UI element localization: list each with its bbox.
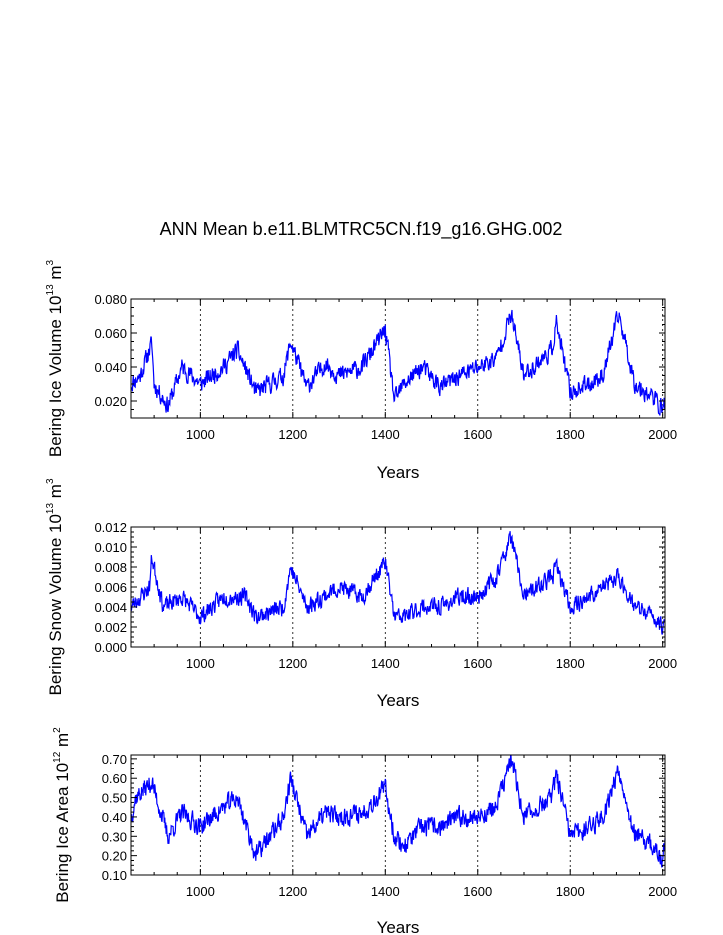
y-axis-label: Bering Snow Volume 1013 m3 bbox=[45, 478, 65, 695]
x-tick-label: 1400 bbox=[371, 427, 400, 442]
x-tick-label: 1800 bbox=[556, 427, 585, 442]
x-tick-label: 1000 bbox=[186, 427, 215, 442]
plot-frame bbox=[130, 754, 666, 876]
y-tick-label: 0.20 bbox=[102, 849, 127, 864]
panel-ice-area: 1000 1200 1400 1600 1800 2000 0.10 0.20 0.30 0.40… bbox=[52, 727, 677, 935]
x-tick-label: 1200 bbox=[278, 656, 307, 671]
x-tick-label: 1600 bbox=[463, 656, 492, 671]
x-tick-label: 2000 bbox=[648, 427, 677, 442]
x-tick-label: 1200 bbox=[278, 884, 307, 899]
x-tick-label: 1600 bbox=[463, 427, 492, 442]
x-tick-label: 1200 bbox=[278, 427, 307, 442]
y-axis-label: Bering Ice Area 1012 m2 bbox=[52, 727, 72, 903]
y-tick-label: 0.40 bbox=[102, 810, 127, 825]
y-tick-label: 0.10 bbox=[102, 868, 127, 883]
plot-frame bbox=[130, 526, 666, 648]
panel-snow-volume: 1000 1200 1400 1600 1800 2000 0.000 0.002 0.004 0… bbox=[45, 478, 677, 710]
y-tick-label: 0.50 bbox=[102, 791, 127, 806]
series-line-ice-volume bbox=[130, 309, 666, 416]
x-tick-label: 1400 bbox=[371, 656, 400, 671]
x-tick-label: 1800 bbox=[556, 656, 585, 671]
series-line-ice-area bbox=[130, 755, 666, 868]
figure-title: ANN Mean b.e11.BLMTRC5CN.f19_g16.GHG.002 bbox=[160, 219, 563, 240]
x-tick-label: 1600 bbox=[463, 884, 492, 899]
y-tick-label: 0.010 bbox=[94, 540, 127, 555]
y-tick-label: 0.008 bbox=[94, 560, 127, 575]
y-tick-label: 0.040 bbox=[94, 360, 127, 375]
y-tick-label: 0.60 bbox=[102, 771, 127, 786]
y-tick-label: 0.006 bbox=[94, 580, 127, 595]
x-tick-label: 2000 bbox=[648, 656, 677, 671]
x-tick-label: 2000 bbox=[648, 884, 677, 899]
x-tick-label: 1000 bbox=[186, 656, 215, 671]
y-tick-label: 0.004 bbox=[94, 600, 127, 615]
y-tick-label: 0.30 bbox=[102, 829, 127, 844]
x-tick-label: 1800 bbox=[556, 884, 585, 899]
y-tick-label: 0.002 bbox=[94, 620, 127, 635]
panel-ice-volume: 1000 1200 1400 1600 1800 2000 0.020 0.040 0.060 0… bbox=[45, 259, 677, 482]
x-axis-label: Years bbox=[377, 918, 420, 935]
y-tick-label: 0.70 bbox=[102, 752, 127, 767]
y-tick-label: 0.080 bbox=[94, 292, 127, 307]
x-tick-label: 1000 bbox=[186, 884, 215, 899]
x-tick-label: 1400 bbox=[371, 884, 400, 899]
y-tick-label: 0.000 bbox=[94, 640, 127, 655]
y-tick-label: 0.020 bbox=[94, 394, 127, 409]
y-tick-label: 0.060 bbox=[94, 326, 127, 341]
x-axis-label: Years bbox=[377, 463, 420, 482]
x-axis-label: Years bbox=[377, 691, 420, 710]
y-tick-label: 0.012 bbox=[94, 520, 127, 535]
y-axis-label: Bering Ice Volume 1013 m3 bbox=[45, 259, 65, 457]
series-line-snow-volume bbox=[130, 531, 666, 635]
panels: 1000 1200 1400 1600 1800 2000 0.020 0.040 0.060 0… bbox=[45, 259, 677, 935]
plot-frame bbox=[130, 298, 666, 419]
